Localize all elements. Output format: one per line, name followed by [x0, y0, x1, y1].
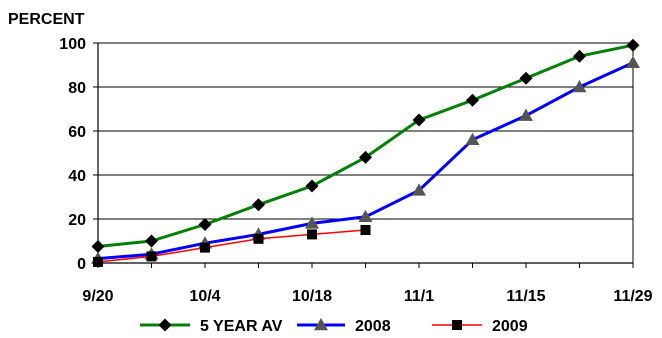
- series-line: [97, 229, 366, 263]
- data-point: [465, 132, 480, 146]
- data-point: [200, 242, 210, 253]
- y-axis-label: PERCENT: [8, 11, 85, 28]
- legend: 5 YEAR AV 2008 2009: [140, 318, 528, 335]
- x-tick-label: 9/20: [82, 288, 113, 305]
- x-tick-label: 11/29: [613, 288, 652, 305]
- data-point: [253, 233, 264, 244]
- data-point: [519, 71, 533, 85]
- data-point: [626, 38, 640, 52]
- data-point: [626, 55, 640, 69]
- data-point: [572, 80, 587, 93]
- data-point: [252, 198, 265, 212]
- x-axis-ticks: 9/20 10/4 10/18 11/1 11/15 11/29: [82, 263, 653, 305]
- legend-marker: [158, 318, 172, 332]
- legend-marker: [314, 318, 328, 331]
- y-tick-label: 20: [68, 212, 86, 229]
- data-point: [305, 179, 319, 193]
- data-point: [466, 93, 479, 107]
- data-point: [305, 216, 319, 229]
- data-point: [307, 229, 317, 240]
- y-tick-label: 40: [68, 168, 86, 185]
- data-point: [146, 251, 157, 262]
- gridlines: [98, 42, 633, 220]
- y-tick-label: 60: [68, 124, 86, 141]
- data-point: [358, 209, 373, 223]
- legend-item: 5 YEAR AV: [140, 318, 283, 335]
- data-point: [359, 150, 372, 164]
- x-tick-label: 11/1: [404, 288, 434, 305]
- data-point: [573, 49, 586, 63]
- legend-item: 2009: [432, 318, 528, 335]
- data-point: [412, 113, 426, 127]
- y-tick-label: 100: [59, 36, 86, 53]
- data-point: [198, 218, 212, 231]
- legend-label: 2008: [355, 318, 391, 335]
- y-tick-label: 0: [77, 256, 86, 273]
- data-point: [412, 183, 426, 196]
- y-axis-ticks: 0 20 40 60 80 100: [59, 36, 98, 273]
- data-point: [145, 234, 158, 248]
- x-tick-label: 11/15: [506, 288, 545, 305]
- legend-marker: [452, 320, 462, 330]
- series-group: [91, 38, 640, 267]
- legend-label: 2009: [492, 318, 528, 335]
- data-point: [93, 256, 103, 267]
- legend-label: 5 YEAR AV: [200, 318, 283, 335]
- x-tick-label: 10/4: [189, 288, 220, 305]
- legend-item: 2008: [297, 318, 391, 335]
- data-point: [91, 240, 105, 253]
- series-2009: [93, 225, 371, 267]
- data-point: [519, 108, 533, 121]
- data-point: [360, 225, 371, 235]
- y-tick-label: 80: [68, 80, 86, 97]
- x-tick-label: 10/18: [292, 288, 332, 305]
- series-5-year-av: [91, 38, 640, 253]
